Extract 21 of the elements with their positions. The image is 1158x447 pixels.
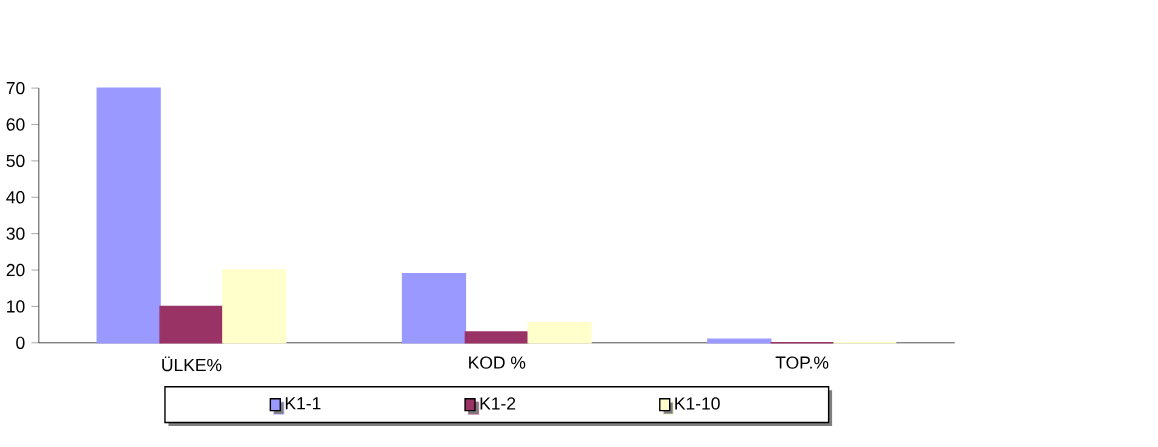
x-tick-label: KOD % <box>469 356 526 369</box>
x-tick-label: TOP.% <box>775 356 829 369</box>
legend-label: K1-1 <box>285 397 321 410</box>
bar <box>222 269 287 344</box>
y-tick-label: 10 <box>7 300 25 313</box>
bar <box>159 305 224 344</box>
y-tick-label: 0 <box>16 336 25 349</box>
bar <box>707 338 772 344</box>
y-tick-label: 20 <box>6 263 25 276</box>
bar <box>401 272 467 344</box>
y-tick-label: 50 <box>6 154 25 167</box>
y-tick-label: 70 <box>6 81 25 95</box>
bar <box>464 330 529 344</box>
x-tick-label: ÜLKE% <box>162 356 222 371</box>
y-tick-label: 60 <box>6 118 25 131</box>
y-tick-label: 40 <box>6 190 25 204</box>
y-tick-label: 30 <box>6 227 25 240</box>
legend-label: K1-2 <box>480 397 516 410</box>
legend-label: K1-10 <box>675 397 720 410</box>
bar <box>527 321 592 344</box>
bar <box>96 87 161 344</box>
